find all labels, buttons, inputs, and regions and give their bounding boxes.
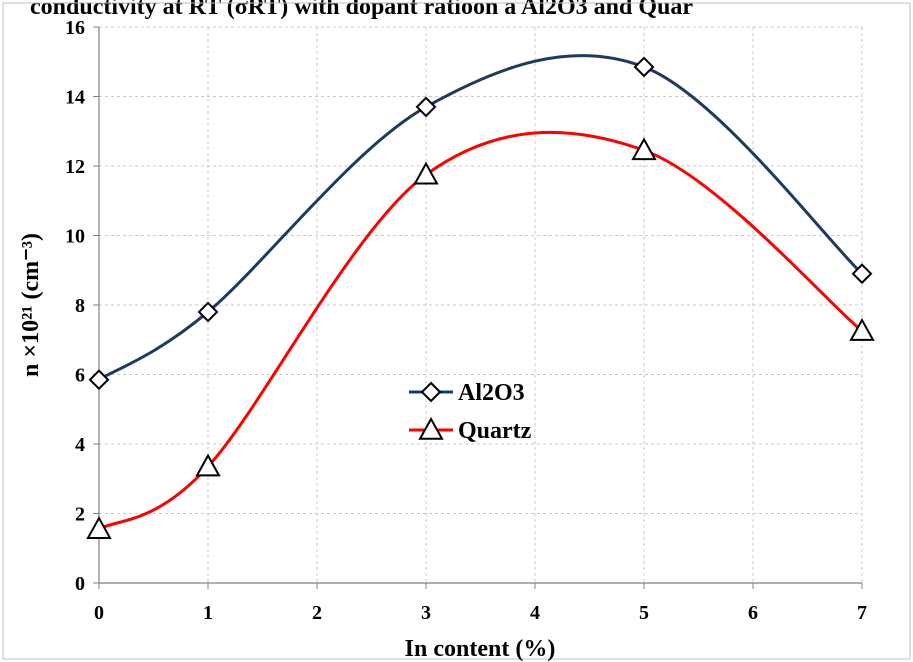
x-tick-label: 5: [639, 602, 649, 624]
x-axis-title: In content (%): [405, 636, 556, 662]
y-tick-label: 2: [75, 504, 85, 526]
x-tick-label: 6: [748, 602, 758, 624]
y-tick-label: 6: [75, 365, 85, 387]
data-point-quartz: [631, 137, 657, 161]
x-tick-label: 3: [421, 602, 431, 624]
y-tick-label: 8: [75, 295, 85, 317]
chart-title: conductivity at RT (σRT) with dopant rat…: [30, 0, 693, 20]
x-tick-label: 7: [857, 602, 867, 624]
data-point-al2o3: [88, 369, 110, 391]
legend-label-quartz: Quartz: [458, 418, 532, 444]
x-tick-label: 1: [203, 602, 213, 624]
data-point-al2o3: [197, 301, 219, 323]
legend-marker-quartz: [418, 416, 444, 440]
data-point-quartz: [195, 453, 221, 477]
data-point-al2o3: [851, 263, 873, 285]
legend-label-al2o3: Al2O3: [458, 380, 525, 406]
y-axis-title: n ×10²¹ (cm⁻³): [18, 233, 44, 377]
y-tick-label: 0: [75, 573, 85, 595]
legend-marker-al2o3: [420, 381, 442, 403]
y-tick-label: 4: [75, 434, 85, 456]
x-tick-label: 0: [94, 602, 104, 624]
y-tick-label: 14: [65, 87, 85, 109]
data-point-quartz: [86, 516, 112, 539]
data-point-quartz: [413, 161, 439, 185]
data-point-quartz: [849, 318, 875, 341]
series-line-al2o3: [98, 54, 864, 381]
data-point-al2o3: [415, 96, 437, 118]
legend: Al2O3 Quartz: [409, 380, 532, 444]
y-tick-label: 10: [65, 226, 85, 248]
x-tick-label: 4: [530, 602, 540, 624]
y-tick-label: 12: [65, 156, 85, 178]
y-tick-label: 16: [65, 17, 85, 39]
data-point-al2o3: [633, 56, 655, 78]
x-tick-label: 2: [312, 602, 322, 624]
